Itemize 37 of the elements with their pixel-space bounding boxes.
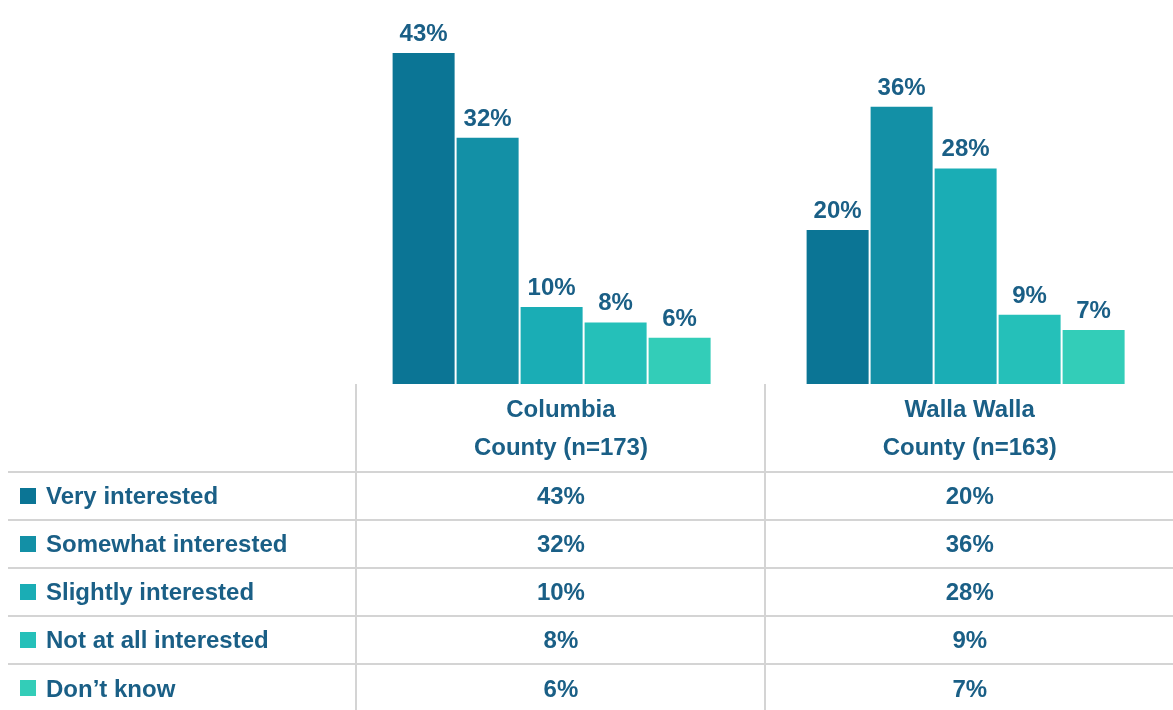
legend-label: Very interested — [8, 472, 357, 520]
text: 10% — [527, 273, 576, 301]
text: 8% — [598, 288, 633, 316]
bar — [648, 337, 711, 384]
bar — [998, 314, 1061, 384]
bar — [456, 137, 519, 384]
text: 32% — [463, 103, 512, 131]
text: 9% — [1012, 280, 1047, 308]
bar — [870, 106, 933, 384]
data-label: 10% — [356, 568, 766, 616]
data-label: 9% — [765, 616, 1173, 664]
data-label: 20% — [765, 472, 1173, 520]
text: 20% — [813, 196, 862, 224]
data-label: 8% — [356, 616, 766, 664]
legend-label: Not at all interested — [8, 616, 357, 664]
data-label: 32% — [356, 520, 766, 568]
data-label: 6% — [356, 664, 766, 710]
legend-label: Slightly interested — [8, 568, 357, 616]
data-label: 36% — [765, 520, 1173, 568]
bar — [520, 307, 583, 384]
text: 6% — [662, 303, 697, 331]
text: 28% — [941, 134, 990, 162]
data-label: 43% — [356, 472, 766, 520]
legend-label: Don’t know — [8, 664, 357, 710]
data-label: 28% — [765, 568, 1173, 616]
bar — [392, 52, 455, 384]
bar — [934, 168, 997, 384]
bar — [1062, 330, 1125, 384]
x-tick-label: Columbia County (n=173) — [356, 384, 766, 472]
bar — [806, 230, 869, 384]
text: 43% — [399, 18, 448, 46]
data-label: 7% — [765, 664, 1173, 710]
legend-label: Somewhat interested — [8, 520, 357, 568]
bar — [584, 322, 647, 384]
text: 7% — [1076, 296, 1111, 324]
text: 36% — [877, 72, 926, 100]
x-tick-label: Walla Walla County (n=163) — [765, 384, 1173, 472]
